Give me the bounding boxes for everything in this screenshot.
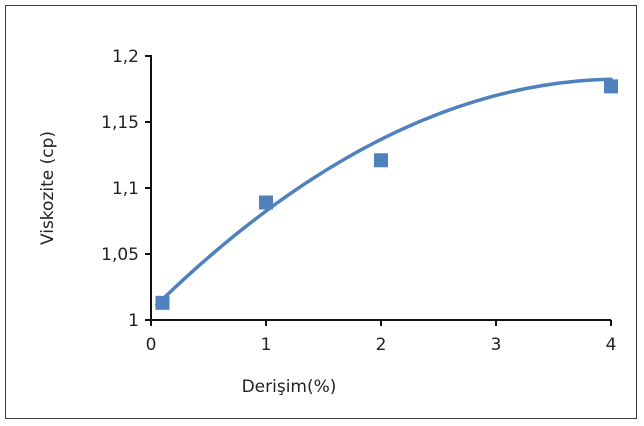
trendline bbox=[155, 77, 613, 307]
data-point bbox=[374, 153, 388, 168]
y-tick-label: 1,15 bbox=[101, 113, 139, 133]
y-tick-label: 1,1 bbox=[112, 179, 139, 199]
chart-svg: 11,051,11,151,20 1 2 3 4 Derişim(%) Viskozit… bbox=[38, 47, 618, 397]
x-tick-label: 3 bbox=[491, 335, 502, 355]
data-point bbox=[604, 79, 618, 94]
trendline-layer bbox=[155, 77, 613, 307]
x-tick-label: 2 bbox=[376, 335, 387, 355]
y-tick-label: 1 bbox=[128, 311, 139, 331]
axes bbox=[145, 55, 612, 326]
tick-labels: 11,051,11,151,20 1 2 3 4 bbox=[101, 47, 616, 355]
x-tick-label: 4 bbox=[606, 335, 617, 355]
x-tick-label: 1 bbox=[261, 335, 272, 355]
x-tick-label: 0 bbox=[146, 335, 157, 355]
x-axis-title: Derişim(%) bbox=[242, 377, 337, 397]
data-point bbox=[155, 295, 170, 310]
data-points bbox=[155, 79, 618, 310]
y-tick-label: 1,2 bbox=[112, 47, 139, 67]
y-axis-title: Viskozite (cp) bbox=[38, 131, 58, 245]
chart-frame: 1 1,05 1,1 1,15 1,2 0 1 2 3 4 Derişim(%) Viskozit… bbox=[5, 5, 637, 419]
y-tick-label: 1,05 bbox=[101, 245, 139, 265]
data-point bbox=[259, 195, 273, 210]
